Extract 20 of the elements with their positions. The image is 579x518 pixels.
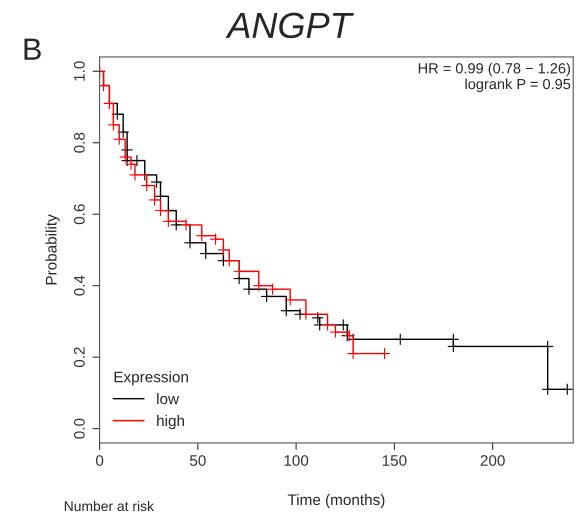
y-tick-label: 0.4 [74,275,85,296]
x-axis-title: Time (months) [288,494,384,508]
x-tick-label: 100 [284,455,308,466]
text: B [24,38,41,60]
y-tick-label: 0.8 [74,132,85,153]
chart-title: ANGPT [226,12,354,38]
x-tick-label: 0 [96,455,104,466]
text: Number at risk [64,500,154,512]
y-tick-label: 0.0 [74,418,85,439]
legend-label: low [157,393,180,404]
y-axis-title: Probability [45,214,60,284]
y-tick-label: 0.6 [74,204,85,224]
legend-label: high [157,414,184,430]
y-tick-label: 0.2 [74,347,85,368]
legend-title: Expression [114,371,188,386]
y-tick-label: 1.0 [74,61,85,81]
x-tick-label: 50 [190,455,206,466]
annotation: HR = 0.99 (0.78 − 1.26) logrank P = 0.95 [418,62,570,92]
x-tick-label: 200 [480,455,505,466]
x-tick-label: 150 [382,455,407,466]
